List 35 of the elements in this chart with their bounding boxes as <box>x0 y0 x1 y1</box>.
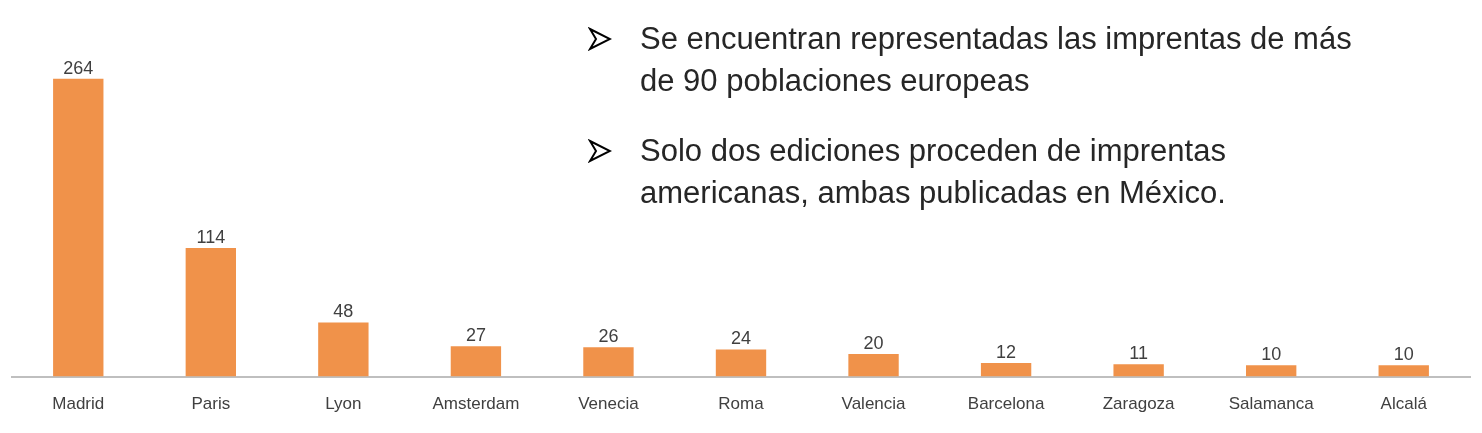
bar <box>185 247 236 377</box>
data-label: 114 <box>196 226 226 247</box>
x-tick-label: Amsterdam <box>432 394 520 414</box>
x-tick-label: Lyon <box>325 394 362 414</box>
x-tick-label: Paris <box>191 394 231 414</box>
annotation: Se encuentran representadas las imprentas de más de 90 poblaciones europeas <box>640 20 1353 100</box>
annotation: Solo dos ediciones proceden de imprentas americanas, ambas publicadas en México. <box>640 132 1227 212</box>
x-tick-label: Valencia <box>841 394 907 414</box>
data-label: 10 <box>1393 344 1414 365</box>
data-label: 26 <box>598 326 619 347</box>
data-label: 24 <box>730 328 752 349</box>
x-tick-label: Alcalá <box>1380 394 1428 414</box>
x-tick-label: Venecia <box>578 394 640 414</box>
data-label: 27 <box>465 325 486 346</box>
data-label: 264 <box>63 57 94 78</box>
x-tick-label: Zaragoza <box>1102 394 1176 414</box>
x-tick-label: Madrid <box>52 394 105 414</box>
bar <box>53 78 104 377</box>
x-tick-label: Salamanca <box>1228 394 1315 414</box>
data-label: 48 <box>333 301 354 322</box>
bar <box>583 347 634 377</box>
x-tick-label: Barcelona <box>967 394 1045 414</box>
bar <box>980 363 1032 377</box>
data-label: 10 <box>1261 344 1282 365</box>
data-label: 12 <box>996 342 1017 363</box>
bar <box>715 349 767 377</box>
bar <box>1378 365 1429 377</box>
bar <box>1246 365 1297 377</box>
bar <box>318 322 369 377</box>
bar <box>1113 364 1164 377</box>
data-label: 11 <box>1129 343 1148 364</box>
x-tick-label: Roma <box>718 394 765 414</box>
bar <box>848 354 899 377</box>
bar <box>450 346 502 377</box>
data-label: 20 <box>863 333 884 353</box>
